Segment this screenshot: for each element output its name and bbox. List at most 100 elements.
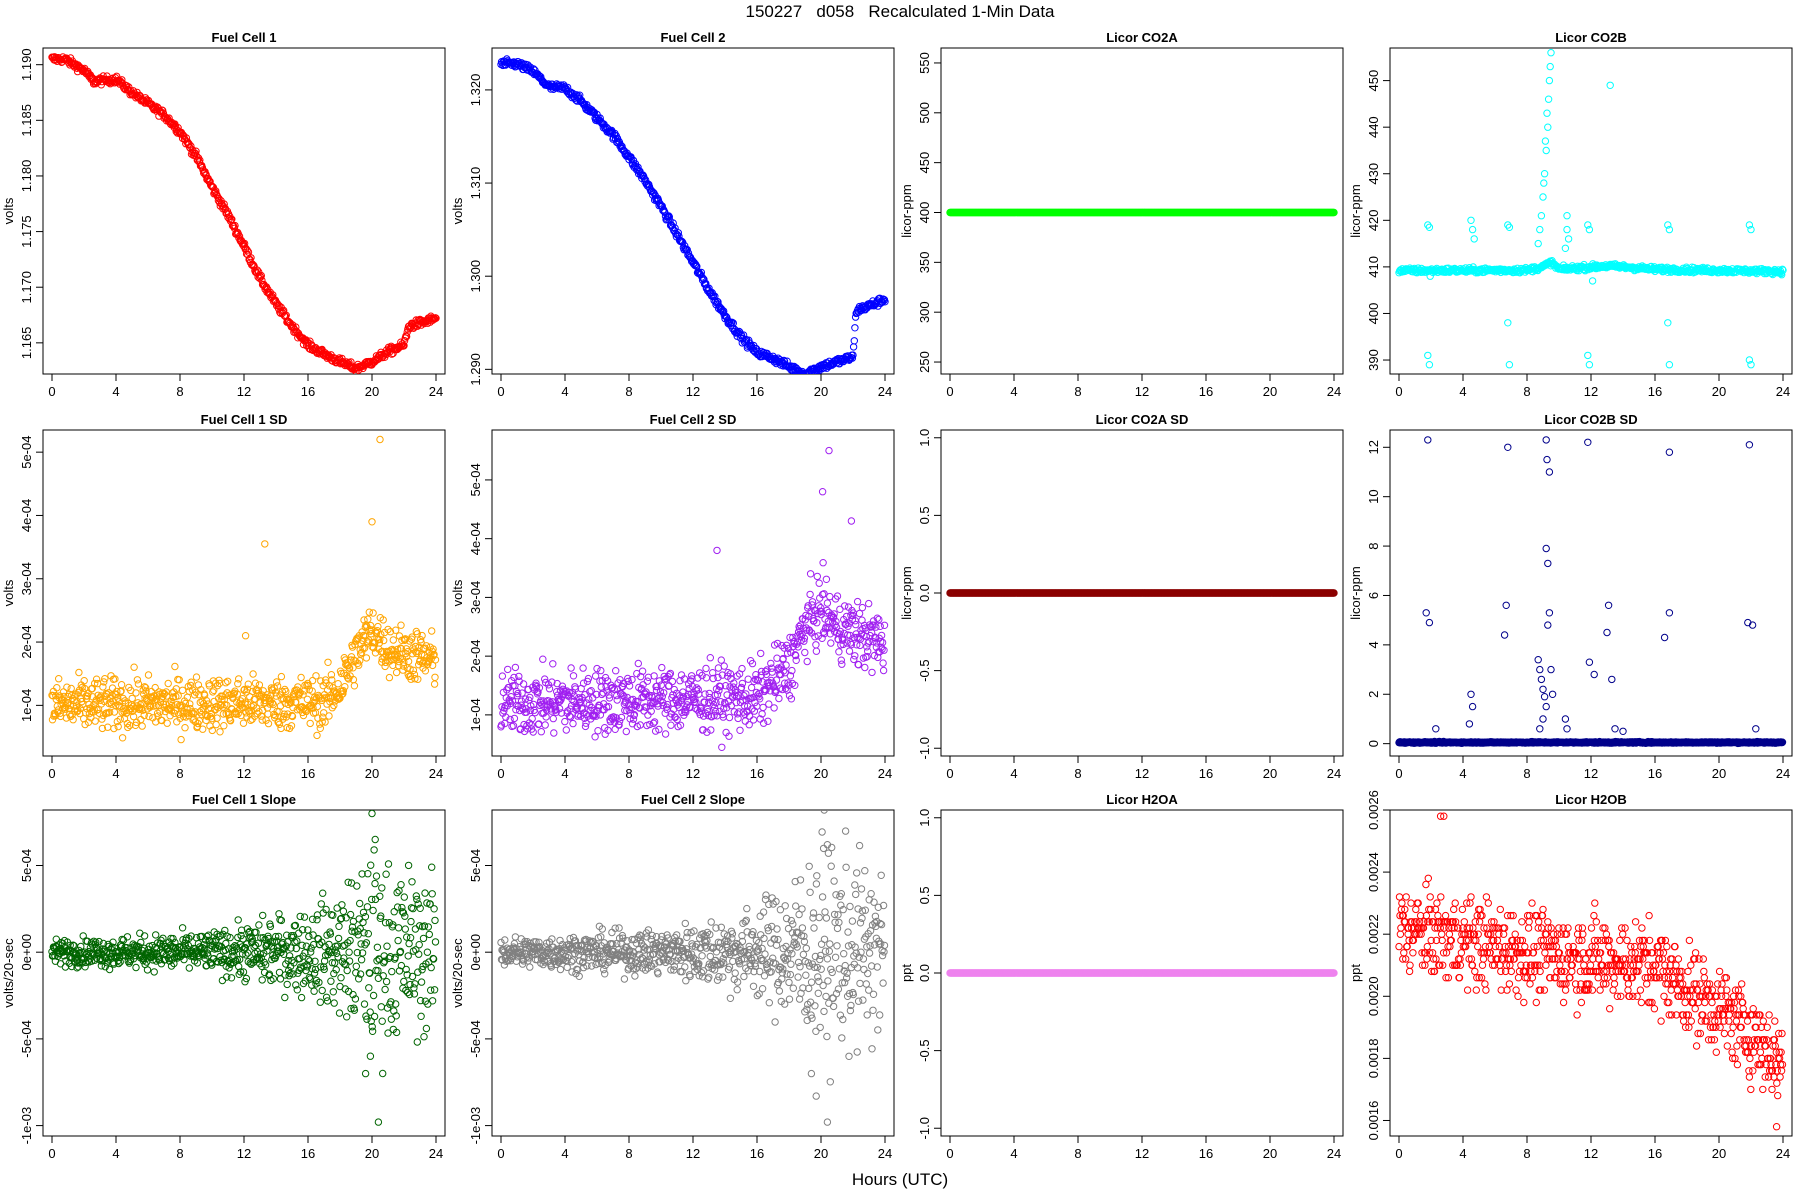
data-point (871, 634, 880, 642)
data-point (852, 620, 860, 629)
data-point (681, 242, 689, 250)
data-point (119, 694, 127, 703)
data-point (213, 714, 221, 722)
data-point (535, 684, 544, 692)
data-point (502, 713, 510, 721)
data-point (652, 686, 661, 695)
data-point (90, 706, 98, 714)
data-point (406, 672, 415, 680)
x-tick-label: 8 (1523, 384, 1530, 399)
data-point (555, 704, 564, 713)
data-point (264, 710, 272, 718)
data-point (422, 642, 431, 650)
data-point (698, 273, 706, 281)
data-point (292, 323, 300, 331)
data-point (399, 666, 407, 674)
data-point (1779, 266, 1787, 274)
data-point (141, 684, 150, 692)
data-point (394, 652, 402, 661)
data-point (759, 719, 768, 727)
data-point (272, 678, 281, 686)
data-point (515, 672, 523, 681)
data-point (562, 726, 570, 734)
data-point (698, 671, 706, 680)
data-point (784, 644, 793, 653)
data-point (192, 673, 201, 681)
chart-title: Fuel Cell 2 (660, 30, 725, 45)
data-point (1546, 62, 1554, 71)
data-point (657, 681, 665, 689)
data-point (658, 663, 666, 672)
data-point (125, 83, 133, 91)
data-point (625, 706, 633, 714)
data-point (702, 664, 710, 673)
data-point (837, 656, 845, 664)
data-point (705, 698, 713, 706)
data-point (818, 488, 827, 496)
data-point (879, 666, 888, 675)
data-point (694, 674, 702, 682)
data-point (549, 714, 557, 723)
data-point (786, 672, 795, 680)
data-point (778, 641, 786, 650)
data-point (1563, 212, 1571, 220)
data-point (138, 722, 146, 730)
data-point (306, 337, 314, 345)
data-point (806, 570, 815, 578)
data-point (99, 683, 107, 691)
data-point (1547, 49, 1555, 57)
data-point (849, 351, 857, 359)
data-point (521, 695, 530, 703)
data-point (817, 610, 825, 619)
data-point (661, 730, 670, 738)
data-point (219, 710, 228, 718)
data-point (105, 708, 114, 716)
data-point (707, 726, 715, 734)
data-point (686, 703, 694, 712)
data-point (1536, 225, 1544, 234)
data-point (868, 668, 876, 677)
data-point (561, 717, 569, 726)
data-point (545, 697, 553, 705)
data-point (670, 685, 678, 694)
data-point (123, 719, 132, 728)
data-point (745, 712, 754, 720)
data-point (1540, 170, 1549, 178)
data-point (659, 698, 667, 707)
data-point (597, 666, 605, 675)
data-point (402, 332, 411, 341)
data-point (376, 635, 384, 644)
data-point (565, 712, 574, 720)
data-point (619, 691, 627, 699)
data-point (776, 665, 784, 673)
x-tick-label: 24 (1776, 766, 1790, 781)
data-point (202, 697, 211, 705)
data-point (788, 679, 797, 688)
data-point (431, 656, 440, 664)
data-point (844, 622, 852, 630)
data-point (813, 619, 821, 627)
data-point (605, 691, 613, 699)
y-tick-label: 1.175 (19, 215, 34, 248)
data-point (334, 680, 342, 688)
data-point (655, 677, 664, 685)
data-point (341, 683, 349, 691)
data-point (133, 676, 142, 684)
data-point (643, 677, 652, 685)
data-point (650, 672, 658, 680)
data-point (379, 616, 387, 624)
data-point (264, 719, 273, 728)
data-point (1665, 225, 1674, 234)
data-point (367, 621, 375, 630)
data-point (313, 731, 321, 740)
data-point (134, 680, 143, 688)
data-point (259, 687, 267, 695)
data-point (213, 681, 222, 690)
data-point (531, 708, 539, 717)
data-point (878, 298, 887, 306)
data-point (710, 711, 718, 720)
data-point (360, 644, 369, 652)
chart-panel-co2bsd: Licor CO2B SD0 4 8 12 16 20 24024681012licor-p… (1348, 412, 1793, 781)
data-point (167, 697, 175, 706)
